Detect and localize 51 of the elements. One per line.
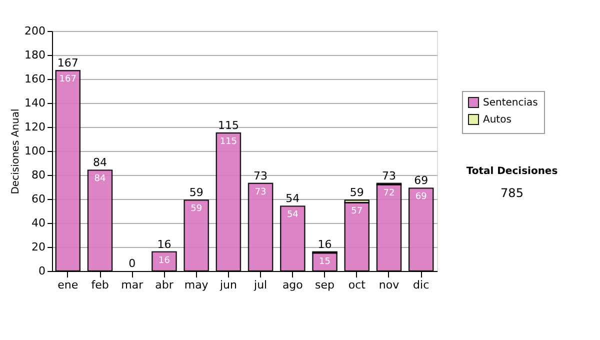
- y-tick-label: 0: [38, 264, 46, 278]
- x-tick-label: jun: [218, 278, 237, 292]
- data-label: 73: [254, 187, 266, 198]
- text: Total Decisiones: [466, 166, 558, 177]
- total-label: 54: [286, 192, 300, 206]
- data-label: 69: [415, 192, 428, 202]
- data-label: 72: [383, 188, 395, 199]
- total-label: 84: [93, 156, 108, 170]
- x-tick-label: ene: [58, 278, 78, 292]
- y-axis-title: Decisiones Anual: [10, 108, 22, 194]
- total-label: 0: [128, 257, 136, 270]
- total-label: 16: [157, 238, 172, 251]
- total-label: 69: [414, 174, 428, 188]
- y-tick-label: 60: [32, 192, 46, 206]
- total-label: 16: [318, 238, 332, 251]
- data-label: 57: [351, 206, 363, 217]
- total-label: 73: [382, 169, 396, 182]
- x-tick-label: abr: [155, 278, 174, 292]
- x-tick-label: mar: [121, 278, 144, 292]
- total-label: 167: [57, 56, 78, 70]
- legend-label: Sentencias: [483, 98, 538, 108]
- total-label: 73: [254, 169, 268, 182]
- total-label: 59: [350, 186, 364, 200]
- y-tick-label: 20: [32, 240, 46, 254]
- text: 785: [500, 186, 524, 200]
- data-label: 15: [319, 257, 330, 267]
- y-tick-label: 120: [24, 120, 46, 134]
- data-label: 167: [59, 74, 76, 85]
- data-label: 16: [158, 256, 170, 266]
- y-tick-label: 160: [24, 72, 46, 86]
- x-tick-label: feb: [91, 278, 109, 292]
- y-tick-label: 40: [32, 216, 46, 230]
- total-label: 115: [218, 119, 239, 132]
- y-tick-label: 80: [32, 168, 46, 182]
- x-tick-label: dic: [413, 278, 430, 292]
- x-tick-label: nov: [378, 278, 400, 292]
- data-label: 54: [286, 210, 299, 220]
- y-tick-label: 180: [24, 48, 46, 62]
- data-label: 115: [220, 137, 238, 147]
- data-label: 59: [190, 204, 202, 214]
- x-tick-label: ago: [282, 278, 304, 292]
- x-tick-label: oct: [348, 278, 366, 292]
- x-tick-label: jul: [253, 278, 268, 292]
- x-tick-label: sep: [315, 278, 335, 292]
- legend-label: Autos: [483, 114, 512, 126]
- data-label: 84: [94, 174, 106, 184]
- total-label: 59: [189, 186, 204, 200]
- y-tick-label: 100: [24, 144, 46, 158]
- x-tick-label: may: [184, 278, 209, 292]
- y-tick-label: 140: [24, 96, 46, 110]
- y-tick-label: 200: [24, 24, 46, 38]
